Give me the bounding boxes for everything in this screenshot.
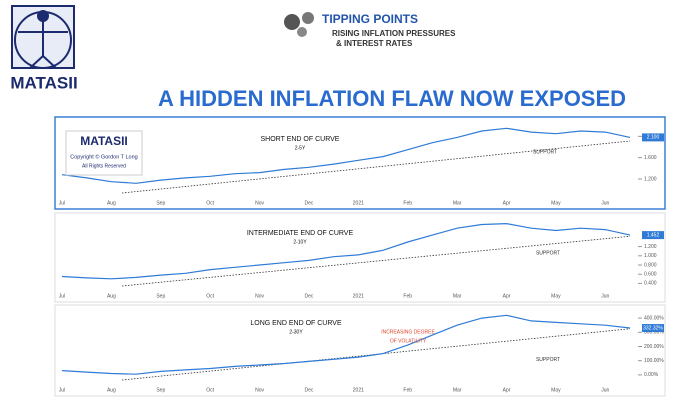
last-value-box <box>642 133 664 142</box>
x-tick-label: May <box>551 293 561 299</box>
annotation: SUPPORT <box>536 250 560 256</box>
panel <box>54 212 666 303</box>
x-tick-label: Apr <box>503 387 511 393</box>
x-tick-label: Jul <box>59 200 65 206</box>
last-value-label: 2.100 <box>647 135 660 141</box>
annotation: INCREASING DEGREE <box>381 330 435 336</box>
chart-subtitle: 2-10Y <box>293 239 307 245</box>
support-line <box>121 140 631 194</box>
x-tick-label: Nov <box>255 200 264 206</box>
headline: A HIDDEN INFLATION FLAW NOW EXPOSED <box>158 86 626 111</box>
y-tick-label: 1.600 <box>644 155 657 161</box>
badge-rights: All Rights Reserved <box>82 163 126 169</box>
y-tick-label: 0.00% <box>644 372 659 378</box>
panel <box>54 304 666 397</box>
y-tick-label: 1.000 <box>644 253 657 259</box>
x-tick-label: Jun <box>601 200 609 206</box>
chart-title: LONG END END OF CURVE <box>250 320 342 327</box>
last-value-label: 332.32% <box>643 325 663 331</box>
y-tick-label: 0.400 <box>644 281 657 287</box>
badge: MATASII Copyright © Gordon T Long All Ri… <box>65 130 143 176</box>
x-tick-label: Feb <box>403 200 412 206</box>
charts: 1.2001.6002.000JulAugSepOctNovDec2021Feb… <box>54 116 666 397</box>
x-tick-label: Sep <box>156 200 165 206</box>
last-value-label: 1.452 <box>647 232 660 238</box>
x-tick-label: May <box>551 387 561 393</box>
badge-box <box>65 130 143 176</box>
chart-subtitle: 2-30Y <box>289 329 303 335</box>
x-tick-label: 2021 <box>353 293 364 299</box>
x-tick-label: Oct <box>206 200 214 206</box>
subline: & INTEREST RATES <box>336 39 413 48</box>
y-tick-label: 0.600 <box>644 272 657 278</box>
y-tick-label: 300.00% <box>644 330 664 336</box>
last-value-box <box>642 231 664 240</box>
x-tick-label: Jul <box>59 387 65 393</box>
x-tick-label: Aug <box>107 293 116 299</box>
y-tick-label: 200.00% <box>644 344 664 350</box>
panel <box>54 116 666 210</box>
support-line <box>121 235 631 287</box>
x-tick-label: Jul <box>59 293 65 299</box>
x-tick-label: Dec <box>305 293 314 299</box>
x-tick-label: Dec <box>305 200 314 206</box>
y-tick-label: 0.800 <box>644 262 657 268</box>
x-tick-label: Jun <box>601 387 609 393</box>
x-tick-label: 2021 <box>353 387 364 393</box>
badge-name: MATASII <box>80 134 128 148</box>
x-tick-label: May <box>551 200 561 206</box>
y-tick-label: 1.200 <box>644 244 657 250</box>
y-tick-label: 400.00% <box>644 315 664 321</box>
annotation: OF VOLATILITY <box>390 339 427 345</box>
x-tick-label: Nov <box>255 387 264 393</box>
x-tick-label: Jun <box>601 293 609 299</box>
gears-icon <box>284 12 314 37</box>
chart-title: SHORT END OF CURVE <box>261 136 340 143</box>
last-value-box <box>642 324 664 333</box>
x-tick-label: Feb <box>403 293 412 299</box>
x-tick-label: Oct <box>206 293 214 299</box>
data-line <box>61 314 631 375</box>
x-tick-label: Oct <box>206 387 214 393</box>
x-tick-label: Dec <box>305 387 314 393</box>
x-tick-label: Apr <box>503 200 511 206</box>
annotation: SUPPORT <box>533 149 557 155</box>
kicker: TIPPING POINTS <box>322 12 418 26</box>
annotation: SUPPORT <box>536 357 560 363</box>
x-tick-label: Mar <box>453 293 462 299</box>
x-tick-label: Aug <box>107 200 116 206</box>
x-tick-label: Aug <box>107 387 116 393</box>
x-tick-label: Feb <box>403 387 412 393</box>
x-tick-label: Sep <box>156 387 165 393</box>
subline: RISING INFLATION PRESSURES <box>332 29 456 38</box>
x-tick-label: Mar <box>453 387 462 393</box>
y-tick-label: 100.00% <box>644 358 664 364</box>
data-line <box>61 127 631 184</box>
y-tick-label: 1.200 <box>644 176 657 182</box>
x-tick-label: Apr <box>503 293 511 299</box>
logo-text: MATASII <box>10 73 77 92</box>
data-line <box>61 222 631 280</box>
chart-subtitle: 2-5Y <box>295 145 306 151</box>
x-tick-label: Mar <box>453 200 462 206</box>
logo-figure <box>11 5 75 69</box>
x-tick-label: 2021 <box>353 200 364 206</box>
chart-title: INTERMEDIATE END OF CURVE <box>247 230 354 237</box>
x-tick-label: Sep <box>156 293 165 299</box>
badge-copyright: Copyright © Gordon T Long <box>70 153 137 160</box>
x-tick-label: Nov <box>255 293 264 299</box>
